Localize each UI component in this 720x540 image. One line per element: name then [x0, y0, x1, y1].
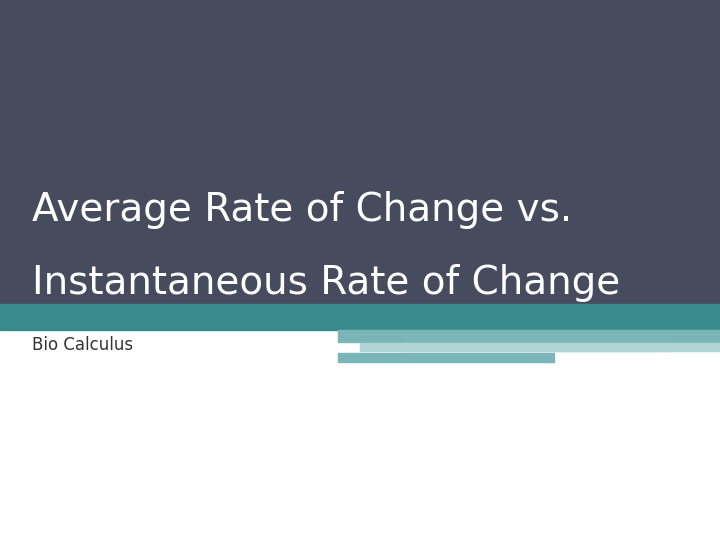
Text: Bio Calculus: Bio Calculus [32, 336, 133, 354]
Bar [0, 0, 720, 321]
Bar [0, 305, 720, 330]
Bar [338, 353, 554, 362]
Text: Average Rate of Change vs.: Average Rate of Change vs. [32, 191, 572, 229]
Bar [338, 330, 720, 342]
Text: Instantaneous Rate of Change: Instantaneous Rate of Change [32, 264, 621, 302]
Bar [0, 321, 720, 540]
Bar [360, 343, 670, 352]
Bar [403, 343, 720, 352]
